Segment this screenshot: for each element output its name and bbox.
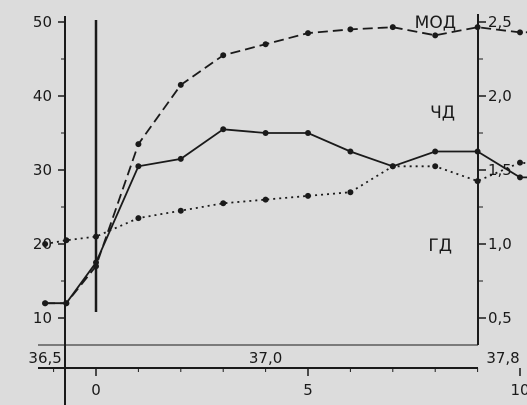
right-axis-tick-label: 1,5 <box>488 161 512 179</box>
temperature-label: 37,8 <box>486 349 519 367</box>
data-point-ГД <box>135 163 142 170</box>
right-axis-tick-label: 2,5 <box>488 13 512 31</box>
data-point-ГД <box>220 126 227 133</box>
data-point-ГД <box>262 130 269 136</box>
data-point-ЧД <box>305 192 311 199</box>
data-point-ГД <box>63 300 70 307</box>
data-point-МОД <box>177 81 184 88</box>
data-point-МОД <box>220 52 227 59</box>
data-point-МОД <box>432 32 439 39</box>
temperature-label: 36,5 <box>28 349 61 367</box>
series-line-ГД <box>45 128 527 305</box>
x-axis-tick-label: 10 <box>510 381 527 399</box>
data-point-МОД <box>517 29 523 36</box>
data-point-ГД <box>389 163 396 170</box>
data-point-ЧД <box>177 207 184 214</box>
x-axis-tick-label: 5 <box>303 381 313 399</box>
right-axis-tick-label: 1,0 <box>488 235 512 253</box>
chart-labels: МОД ЧД ГД <box>415 13 456 256</box>
data-point-ЧД <box>220 200 227 207</box>
right-axis-tick-label: 0,5 <box>488 309 512 327</box>
data-point-МОД <box>305 30 311 37</box>
data-point-ЧД <box>432 163 439 170</box>
right-axis-tick-label: 2,0 <box>488 87 512 105</box>
left-axis-tick-label: 40 <box>33 87 52 105</box>
series-label-ЧД: ЧД <box>430 103 455 123</box>
data-point-МОД <box>347 26 354 33</box>
data-point-ЧД <box>347 189 354 196</box>
data-point-ГД <box>305 130 311 136</box>
data-point-МОД <box>474 24 481 31</box>
series-line-МОД <box>45 26 527 305</box>
data-point-МОД <box>135 141 142 148</box>
data-point-ГД <box>517 174 523 181</box>
left-axis-tick-label: 30 <box>33 161 52 179</box>
chart-axes: 10203040500,51,01,52,02,5051015 мин36,53… <box>28 13 527 405</box>
data-point-МОД <box>389 24 396 31</box>
data-point-ГД <box>42 300 49 307</box>
data-point-ЧД <box>474 178 481 185</box>
left-axis-tick-label: 50 <box>33 13 52 31</box>
data-point-ЧД <box>135 215 142 222</box>
data-point-ЧД <box>517 159 523 166</box>
data-point-ЧД <box>42 241 49 247</box>
data-point-ЧД <box>63 237 70 244</box>
series-label-МОД: МОД <box>415 13 456 33</box>
series-line-ЧД <box>44 161 527 245</box>
data-point-МОД <box>262 41 269 48</box>
data-point-ЧД <box>262 196 269 203</box>
temperature-label: 37,0 <box>249 349 282 367</box>
data-point-ЧД <box>93 233 99 240</box>
chart-series <box>42 24 527 307</box>
data-point-ГД <box>432 148 439 155</box>
data-point-ГД <box>177 155 184 162</box>
x-axis-tick-label: 0 <box>91 381 101 399</box>
left-axis-tick-label: 10 <box>33 309 52 327</box>
data-point-ГД <box>347 148 354 155</box>
series-label-ГД: ГД <box>428 236 452 256</box>
data-point-ГД <box>93 259 99 266</box>
data-point-ГД <box>474 148 481 155</box>
